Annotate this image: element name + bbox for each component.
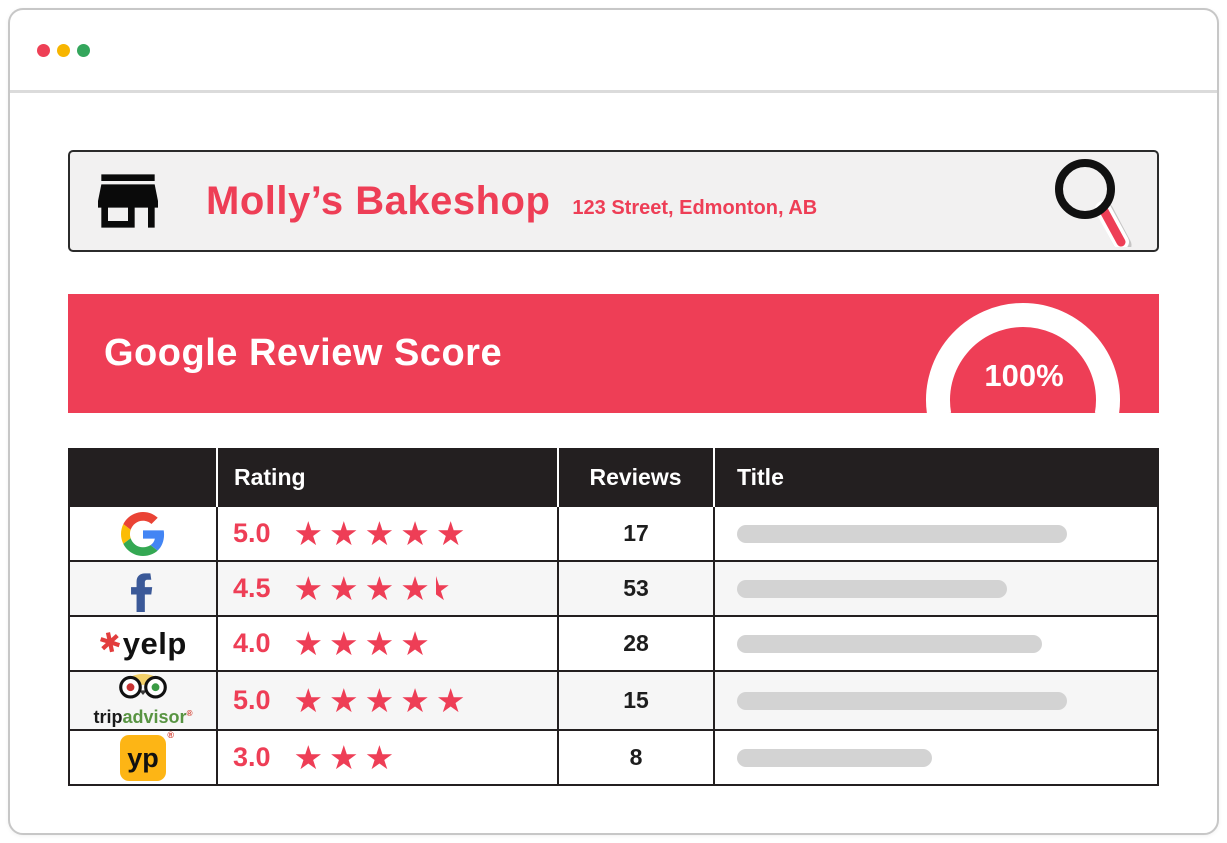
rating-value: 4.0 (233, 628, 271, 658)
table-row-yellowpages: yp ® 3.0 ★ ★ ★ 8 (68, 729, 1159, 786)
table-row-facebook: 4.5 ★★★★★ 53 (68, 560, 1159, 617)
business-header-card: Molly’s Bakeshop 123 Street, Edmonton, A… (68, 150, 1159, 252)
title-placeholder-bar (737, 748, 932, 767)
window-minimize-dot[interactable] (57, 43, 70, 57)
rating-value: 3.0 (233, 742, 271, 772)
title-placeholder-bar (737, 524, 1067, 543)
tripadvisor-wordmark: tripadvisor® (93, 707, 193, 727)
tripadvisor-owl-icon (119, 673, 167, 699)
reviews-table: Rating Reviews Title (68, 448, 1159, 786)
yelp-burst-icon: ✱ (96, 625, 125, 662)
score-percentage: 100% (984, 358, 1063, 393)
business-address: 123 Street, Edmonton, AB (572, 196, 818, 219)
reviews-column-header: Reviews (557, 449, 714, 506)
search-icon[interactable] (1047, 155, 1135, 247)
business-title-line: Molly’s Bakeshop 123 Street, Edmonton, A… (206, 179, 817, 224)
score-banner-title: Google Review Score (104, 332, 503, 374)
score-gauge: 100% (926, 303, 1120, 413)
review-count: 17 (557, 505, 715, 562)
google-logo (68, 505, 218, 562)
storefront-icon (98, 174, 158, 228)
page-content: Molly’s Bakeshop 123 Street, Edmonton, A… (10, 150, 1217, 786)
table-row-tripadvisor: tripadvisor® 5.0 ★ ★ ★ ★ ★ 15 (68, 670, 1159, 731)
title-column-header: Title (713, 449, 1158, 506)
star-rating: ★ ★ ★ ★ (293, 624, 430, 663)
rating-column-header: Rating (216, 449, 558, 506)
star-rating: ★★★★★ (293, 681, 466, 720)
score-banner: Google Review Score 100% (68, 294, 1159, 413)
yp-registered-mark: ® (167, 729, 174, 740)
title-placeholder-bar (737, 691, 1067, 710)
review-count: 53 (557, 560, 715, 617)
review-count: 15 (557, 670, 715, 731)
title-placeholder-bar (737, 579, 1007, 598)
window-close-dot[interactable] (37, 43, 50, 57)
star-rating: ★ ★ ★ (293, 738, 395, 777)
window-titlebar (10, 10, 1217, 93)
business-name: Molly’s Bakeshop (206, 178, 551, 223)
rating-value: 5.0 (233, 518, 271, 548)
tripadvisor-logo: tripadvisor® (93, 673, 193, 727)
browser-window: Molly’s Bakeshop 123 Street, Edmonton, A… (8, 8, 1219, 835)
yellowpages-logo: yp ® (120, 730, 174, 781)
table-header-row: Rating Reviews Title (69, 449, 1158, 506)
review-count: 8 (557, 729, 715, 786)
review-count: 28 (557, 615, 715, 672)
title-placeholder-bar (737, 634, 1042, 653)
table-row-yelp: ✱ yelp 4.0 ★ ★ ★ ★ 28 (68, 615, 1159, 672)
yelp-logo: ✱ yelp (96, 625, 187, 662)
rating-value: 4.5 (233, 573, 271, 603)
star-rating: ★★★★★ (293, 514, 466, 553)
table-row-google: 5.0 ★ ★ ★ ★ ★ 17 (68, 505, 1159, 562)
star-rating: ★★★★★ (293, 569, 450, 608)
window-zoom-dot[interactable] (77, 43, 90, 57)
rating-value: 5.0 (233, 685, 271, 715)
facebook-logo (68, 560, 218, 617)
logo-column-header (69, 449, 217, 506)
